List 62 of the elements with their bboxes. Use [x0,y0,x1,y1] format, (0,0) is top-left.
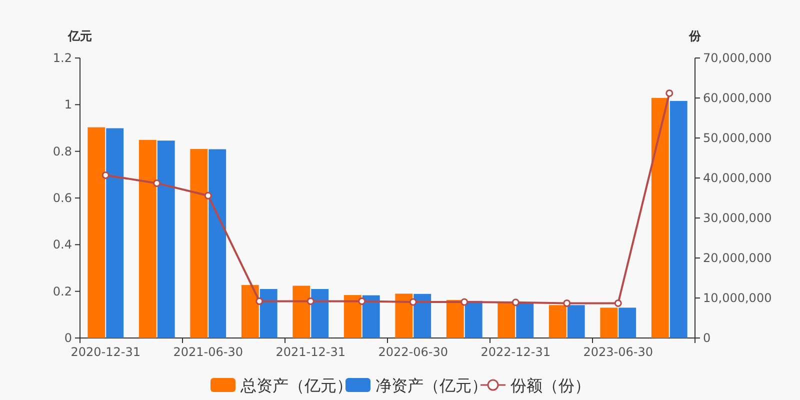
bar [446,300,464,338]
bar [600,308,618,338]
y2-tick-label: 0 [703,331,711,345]
bar [106,128,124,338]
x-tick-label: 2021-12-31 [276,345,346,359]
y2-axis-title: 份 [688,29,702,43]
bar [548,305,566,338]
bar [88,127,106,338]
legend-label: 总资产（亿元） [240,376,352,395]
bar [208,149,226,338]
bar [157,140,175,338]
x-tick-label: 2022-12-31 [480,345,550,359]
point [102,171,110,179]
y-tick-label: 0.4 [52,238,72,252]
y2-tick-label: 20,000,000 [703,251,772,265]
y2-tick-label: 50,000,000 [703,131,772,145]
x-tick-label: 2020-12-31 [70,345,140,359]
bar [670,100,688,338]
point [563,299,571,307]
y-tick-label: 1 [64,98,72,112]
point [358,297,366,305]
y-tick-label: 0.6 [52,191,72,205]
x-tick-label: 2021-06-30 [173,345,243,359]
y-tick-label: 0.2 [52,284,72,298]
x-tick-label: 2023-06-30 [583,345,653,359]
bar [292,286,310,338]
point [256,297,264,305]
bar [190,149,208,338]
y2-tick-label: 40,000,000 [703,171,772,185]
y-tick-label: 0 [64,331,72,345]
y-tick-label: 1.2 [52,51,72,65]
bar [395,294,413,338]
bar [414,294,432,338]
y-axis-title: 亿元 [67,29,92,43]
y2-tick-label: 70,000,000 [703,51,772,65]
y-tick-label: 0.8 [52,144,72,158]
x-tick-label: 2022-06-30 [378,345,448,359]
point [614,299,622,307]
bar [464,300,482,338]
legend-label: 净资产（亿元） [376,376,488,395]
bar [241,285,259,338]
bar [498,302,516,338]
point [306,297,314,305]
bar [311,289,329,338]
point [666,89,674,97]
bar [651,98,669,338]
point [153,179,161,187]
legend-label: 份额（份） [510,376,590,395]
point [409,298,417,306]
bar [138,140,156,338]
y2-tick-label: 60,000,000 [703,91,772,105]
bar [344,295,362,338]
y2-tick-label: 10,000,000 [703,291,772,305]
bar [567,305,585,338]
bar [362,295,380,338]
point [204,192,212,200]
y2-tick-label: 30,000,000 [703,211,772,225]
bar [260,289,278,338]
point [460,298,468,306]
bar [516,302,534,338]
bar [618,308,636,338]
point [512,298,520,306]
